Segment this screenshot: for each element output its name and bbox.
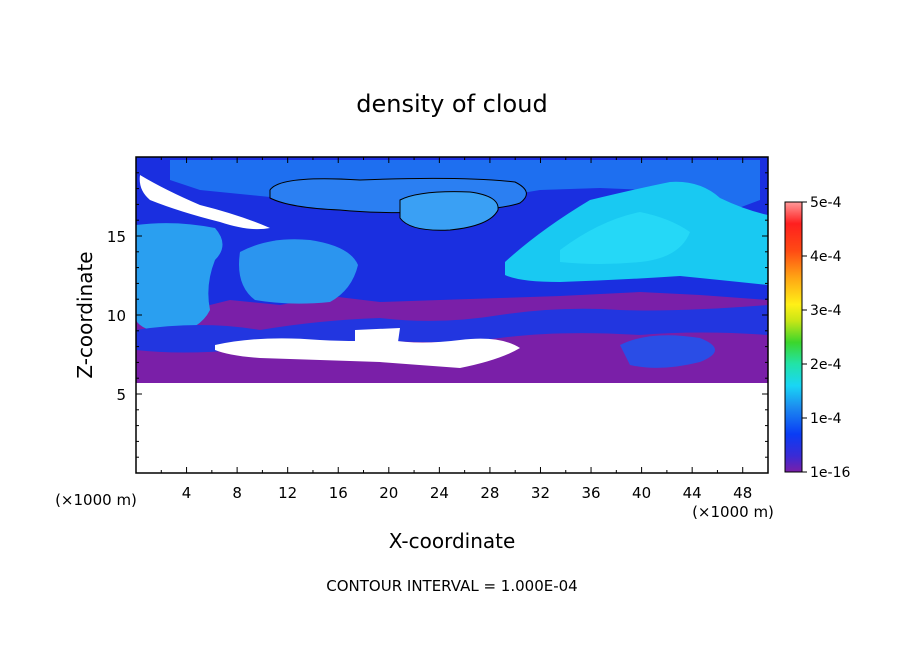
x-axis-ticks: 4 8 12 16 20 24 28 32 36 40 44 48	[160, 157, 752, 502]
y-tick-label: 10	[107, 307, 126, 325]
x-tick-label: 28	[480, 484, 499, 502]
x-tick-label: 16	[329, 484, 348, 502]
x-tick-label: 48	[733, 484, 752, 502]
x-axis-unit-left: (×1000 m)	[55, 491, 137, 509]
colorbar-ticks: 5e-4 4e-4 3e-4 2e-4 1e-4 1e-16	[802, 195, 850, 481]
y-tick-label: 5	[116, 386, 126, 404]
colorbar-tick-label: 5e-4	[810, 195, 842, 211]
x-tick-label: 20	[379, 484, 398, 502]
y-tick-label: 15	[107, 228, 126, 246]
field-light-cyan-region	[560, 212, 690, 264]
x-tick-label: 32	[531, 484, 550, 502]
x-tick-label: 4	[182, 484, 192, 502]
cloud-density-field	[136, 157, 768, 473]
colorbar-tick-label: 1e-16	[810, 465, 850, 481]
colorbar-tick-label: 2e-4	[810, 357, 842, 373]
x-tick-label: 8	[232, 484, 242, 502]
x-tick-label: 36	[581, 484, 600, 502]
y-axis-ticks: 5 10 15	[107, 172, 768, 458]
chart-title: density of cloud	[356, 90, 547, 118]
x-axis-label: X-coordinate	[389, 529, 516, 553]
field-lower-right-patch	[620, 335, 715, 368]
field-mid-cyan-region	[239, 239, 358, 304]
clear-air-gap-lower	[215, 338, 520, 368]
x-tick-label: 44	[683, 484, 702, 502]
x-axis-unit-right: (×1000 m)	[692, 503, 774, 521]
colorbar	[784, 201, 803, 473]
clear-air-gap-upper-left	[139, 175, 270, 230]
clear-air-below	[136, 383, 768, 473]
x-tick-label: 12	[278, 484, 297, 502]
colorbar-tick-label: 4e-4	[810, 249, 842, 265]
colorbar-tick-label: 1e-4	[810, 411, 842, 427]
y-axis-label: Z-coordinate	[73, 251, 97, 378]
contour-interval: CONTOUR INTERVAL = 1.000E-04	[326, 577, 577, 595]
x-tick-label: 24	[430, 484, 449, 502]
clear-air-gap-small	[355, 328, 400, 343]
x-tick-label: 40	[632, 484, 651, 502]
field-inner-cell	[399, 191, 499, 231]
colorbar-tick-label: 3e-4	[810, 303, 842, 319]
field-left-cyan-region	[136, 223, 223, 335]
